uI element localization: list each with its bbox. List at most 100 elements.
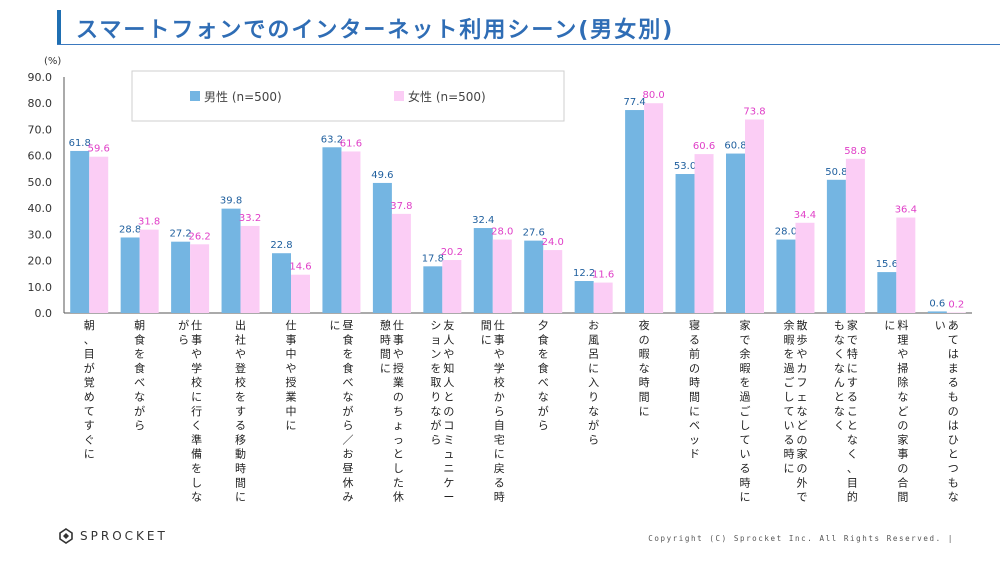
data-label-female: 61.6 [340,138,362,149]
page-title: スマートフォンでのインターネット利用シーン(男女別) [76,18,675,43]
data-label-female: 28.0 [491,227,513,238]
bar-male [826,179,846,313]
x-category-label: お風呂に入りながら [588,319,599,446]
legend-box [131,70,565,122]
data-label-male: 0.6 [929,298,945,309]
bar-male [272,253,291,313]
bar-male [776,239,796,313]
bar-female [694,154,714,313]
data-label-male: 77.4 [623,97,645,108]
bar-male [524,240,544,313]
data-label-female: 37.8 [390,201,412,212]
y-tick-label: 20.0 [28,255,53,268]
x-category-label: 家で余暇を過ごしている時に [740,318,751,504]
x-category-label: 朝、目が覚めてすぐに [84,319,95,461]
bar-male [372,182,392,313]
x-category-label: 家で特にすることなく、目的もなくなんとなく [834,318,858,504]
data-label-male: 27.6 [523,228,545,239]
y-tick-label: 30.0 [28,228,53,241]
legend-label-male: 男性 (n=500) [204,90,282,104]
x-category-label: 夕食を食べながら [538,319,549,432]
bar-male [322,147,342,313]
data-label-male: 12.2 [573,268,595,279]
bar-male [70,150,90,313]
data-label-male: 63.2 [321,134,343,145]
bar-male [625,110,645,313]
bar-female [291,274,310,313]
x-category-label: 仕事や学校に行く準備をしながら [178,318,202,504]
title-underline [57,44,1000,45]
sprocket-logo-icon [59,528,73,544]
x-category-label: 友人や知人とのコミュニケーションを取りながら [430,318,454,504]
data-label-female: 36.4 [895,205,917,216]
bar-male [675,174,695,313]
bar-female [946,312,966,313]
x-category-label: 仕事や授業のちょっとした休憩時間に [380,318,404,504]
y-tick-label: 80.0 [28,97,53,110]
data-label-male: 53.0 [674,161,696,172]
copyright-text: Copyright (C) Sprocket Inc. All Rights R… [648,534,954,543]
data-label-female: 73.8 [743,106,765,117]
legend-label-female: 女性 (n=500) [408,89,486,104]
x-category-label: 仕事中や授業中に [286,319,297,432]
bar-female [341,151,361,313]
bar-male [726,153,745,313]
data-label-male: 49.6 [371,170,393,181]
bar-male [120,237,140,313]
brand-name: SPROCKET [80,529,168,543]
bar-female [492,239,512,313]
bar-male [221,208,241,313]
title-accent-bar [57,10,61,44]
x-category-label: 仕事や学校から自宅に戻る時間に [481,319,505,504]
bar-female [644,103,664,313]
y-tick-label: 60.0 [28,150,53,163]
data-label-female: 58.8 [844,146,866,157]
x-category-label: 散歩やカフェなどの家の外で余暇を過ごしている時に [783,318,807,504]
data-label-male: 39.8 [220,196,242,207]
x-category-label: 夜の暇な時間に [639,318,650,418]
y-tick-label: 90.0 [28,71,53,84]
bar-female [190,244,210,313]
data-label-female: 24.0 [542,237,564,248]
data-label-female: 26.2 [188,231,210,242]
x-category-label: 寝る前の時間にベッド [689,318,700,461]
bar-female [391,213,411,313]
legend-swatch-male [190,91,200,101]
y-tick-label: 70.0 [28,123,53,136]
data-label-male: 22.8 [270,240,292,251]
bar-male [473,228,493,313]
data-label-male: 28.0 [775,227,797,238]
y-unit-label: (%) [44,56,61,67]
data-label-female: 34.4 [794,210,816,221]
y-tick-label: 40.0 [28,202,53,215]
data-label-female: 31.8 [138,217,160,228]
bar-male [171,241,191,313]
bar-female [745,119,764,313]
bar-female [442,260,462,313]
data-label-male: 50.8 [825,167,847,178]
bar-female [139,229,159,313]
data-label-male: 17.8 [422,253,444,264]
data-label-male: 15.6 [876,259,898,270]
y-tick-label: 10.0 [28,281,53,294]
bar-male [574,281,594,313]
bar-male [877,272,897,313]
bar-male [423,266,443,313]
x-category-label: 料理や掃除などの家事の合間に [884,318,908,504]
data-label-male: 61.8 [69,138,91,149]
bar-male [927,311,947,313]
data-label-female: 14.6 [289,262,311,273]
data-label-male: 27.2 [169,229,191,240]
data-label-female: 0.2 [948,299,964,310]
data-label-male: 28.8 [119,224,141,235]
bar-female [795,222,815,313]
bar-female [240,225,260,313]
data-label-female: 11.6 [592,270,614,281]
bar-female [845,158,865,313]
x-category-label: あてはまるものはひとつもない [935,319,959,504]
bar-female [593,282,613,313]
data-label-female: 60.6 [693,141,715,152]
y-tick-label: 0.0 [35,307,53,320]
bar-female [896,217,916,313]
